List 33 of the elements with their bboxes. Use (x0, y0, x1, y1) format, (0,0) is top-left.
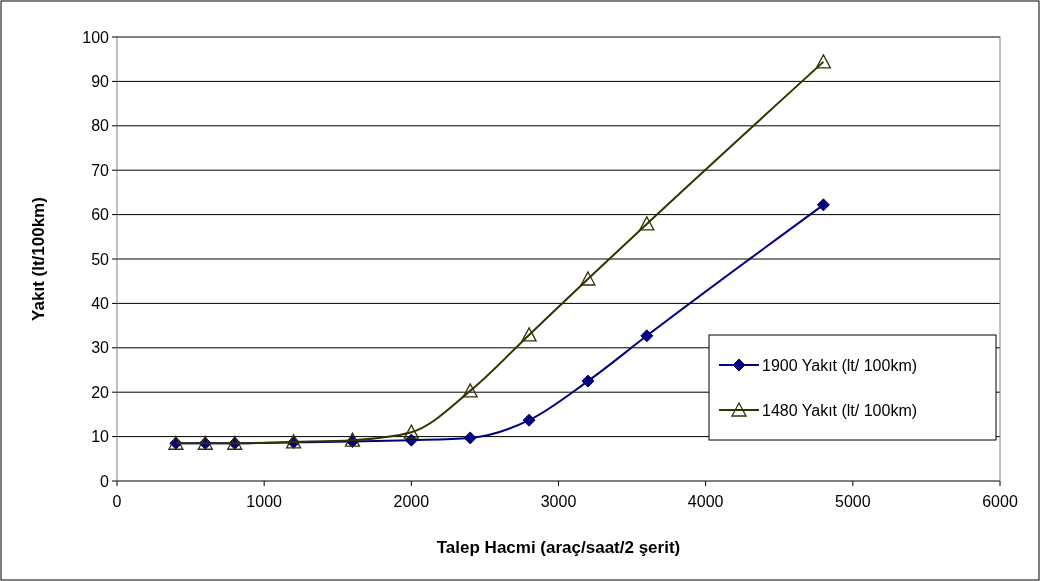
y-tick-label: 50 (91, 250, 110, 268)
x-tick-label: 2000 (393, 493, 430, 510)
point (580, 271, 596, 286)
x-tick-label: 6000 (982, 493, 1018, 510)
y-tick-label: 10 (91, 428, 110, 446)
point (522, 413, 536, 427)
y-tick-label: 100 (82, 28, 110, 46)
legend-label: 1480 Yakıt (lt/ 100km) (762, 401, 918, 419)
point (521, 327, 537, 342)
x-tick-label: 4000 (687, 493, 724, 510)
y-tick-label: 20 (91, 383, 110, 401)
y-tick-label: 30 (91, 339, 110, 357)
y-tick-label: 80 (91, 117, 110, 135)
point (640, 329, 654, 343)
point (815, 54, 832, 69)
point (403, 424, 419, 439)
y-tick-label: 0 (100, 472, 110, 490)
point (816, 198, 830, 212)
y-tick-label: 70 (91, 161, 110, 179)
point (462, 383, 478, 398)
x-tick-label: 5000 (835, 493, 871, 510)
y-tick-label: 90 (91, 73, 110, 90)
x-tick-label: 0 (112, 493, 122, 510)
y-tick-label: 60 (91, 206, 110, 224)
x-tick-label: 1000 (246, 493, 283, 510)
point (581, 374, 595, 388)
x-tick-label: 3000 (540, 493, 577, 510)
point (639, 216, 655, 231)
legend-label: 1900 Yakıt (lt/ 100km) (762, 356, 918, 374)
y-axis-title: Yakıt (lt/100km) (29, 197, 48, 321)
y-tick-label: 40 (91, 295, 110, 312)
x-axis-title: Talep Hacmi (araç/saat/2 şerit) (436, 538, 681, 557)
point (463, 431, 477, 445)
